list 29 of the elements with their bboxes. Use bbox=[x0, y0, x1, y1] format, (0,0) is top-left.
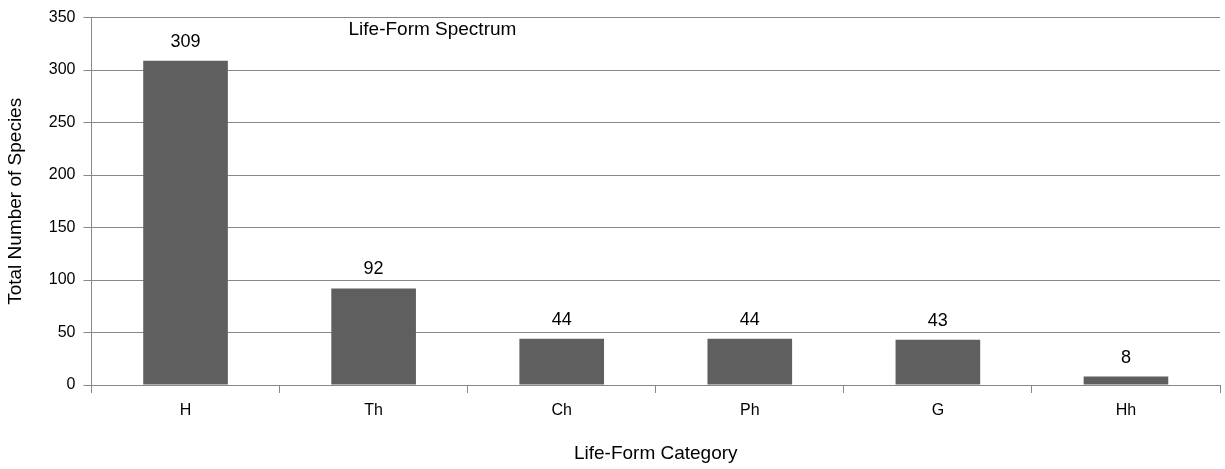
bar bbox=[331, 288, 416, 385]
data-label: 309 bbox=[170, 30, 201, 51]
y-axis-title: Total Number of Species bbox=[3, 97, 25, 305]
data-label: 43 bbox=[927, 309, 948, 330]
x-tick-label: Hh bbox=[1115, 401, 1137, 419]
bar bbox=[1083, 376, 1169, 385]
x-axis-title: Life-Form Category bbox=[573, 441, 739, 463]
y-tick-label: 350 bbox=[48, 8, 76, 26]
data-label: 92 bbox=[363, 258, 384, 279]
y-tick-label: 0 bbox=[66, 375, 76, 393]
data-label: 44 bbox=[551, 308, 572, 329]
x-tick-label: Th bbox=[364, 401, 383, 419]
x-tick-label: Ph bbox=[740, 401, 760, 419]
y-tick-label: 300 bbox=[48, 60, 76, 78]
chart-title: Life-Form Spectrum bbox=[348, 18, 517, 40]
bar bbox=[895, 339, 981, 385]
x-tick-label: G bbox=[931, 401, 945, 419]
y-tick-label: 50 bbox=[57, 322, 76, 340]
data-label: 8 bbox=[1120, 346, 1131, 367]
y-tick-label: 100 bbox=[48, 270, 76, 288]
x-tick-label: Ch bbox=[551, 401, 572, 419]
data-label: 44 bbox=[739, 308, 760, 329]
bar bbox=[143, 60, 228, 385]
bar bbox=[707, 338, 793, 385]
y-tick-label: 200 bbox=[48, 165, 76, 183]
x-tick-label: H bbox=[179, 401, 192, 419]
bar bbox=[519, 338, 605, 385]
y-tick-label: 150 bbox=[48, 217, 76, 235]
y-tick-label: 250 bbox=[48, 112, 76, 130]
